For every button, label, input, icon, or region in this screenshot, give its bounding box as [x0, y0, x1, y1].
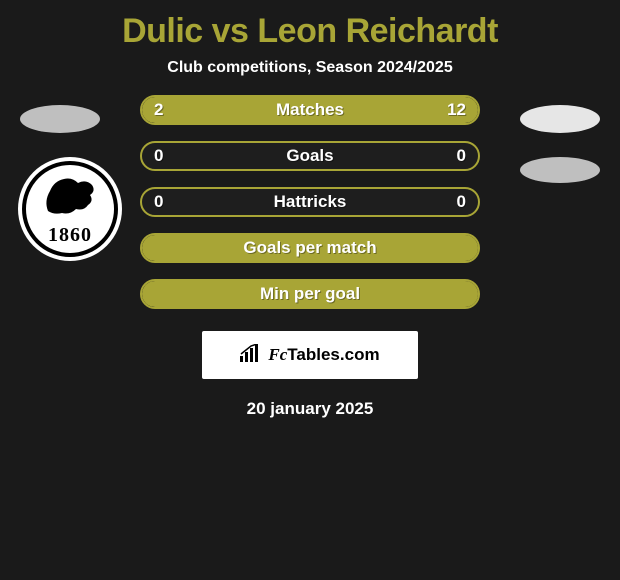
bar-label: Goals per match — [243, 238, 376, 258]
bar-label: Goals — [286, 146, 333, 166]
subtitle: Club competitions, Season 2024/2025 — [0, 55, 620, 95]
comparison-widget: Dulic vs Leon Reichardt Club competition… — [0, 0, 620, 439]
player-right-badge-2 — [520, 157, 600, 183]
bar-value-left: 0 — [154, 192, 163, 212]
bar-label: Hattricks — [274, 192, 347, 212]
stat-bar: 0 Goals 0 — [140, 141, 480, 171]
bar-fill-left — [142, 97, 189, 123]
bar-label: Matches — [276, 100, 344, 120]
bar-value-right: 0 — [457, 146, 466, 166]
stats-area: 1860 2 Matches 12 0 Goals 0 0 Hattricks 0 Goals p… — [0, 95, 620, 309]
footer-brand-left: Fc — [268, 345, 287, 364]
player-left-badge — [20, 105, 100, 133]
club-logo: 1860 — [18, 157, 122, 261]
bar-value-left: 2 — [154, 100, 163, 120]
stat-bar: Goals per match — [140, 233, 480, 263]
chart-icon — [240, 344, 262, 367]
player-right-badge — [520, 105, 600, 133]
lion-icon — [40, 171, 100, 219]
footer-brand-text: FcTables.com — [268, 345, 379, 365]
bar-value-right: 0 — [457, 192, 466, 212]
page-title: Dulic vs Leon Reichardt — [0, 0, 620, 55]
stat-bars: 2 Matches 12 0 Goals 0 0 Hattricks 0 Goals per ma… — [140, 95, 480, 309]
club-logo-inner: 1860 — [22, 161, 118, 257]
bar-value-right: 12 — [447, 100, 466, 120]
club-logo-year: 1860 — [48, 224, 92, 247]
footer-brand[interactable]: FcTables.com — [202, 331, 418, 379]
bar-label: Min per goal — [260, 284, 360, 304]
bar-value-left: 0 — [154, 146, 163, 166]
stat-bar: Min per goal — [140, 279, 480, 309]
stat-bar: 2 Matches 12 — [140, 95, 480, 125]
stat-bar: 0 Hattricks 0 — [140, 187, 480, 217]
snapshot-date: 20 january 2025 — [0, 379, 620, 439]
footer-brand-right: Tables.com — [287, 345, 379, 364]
